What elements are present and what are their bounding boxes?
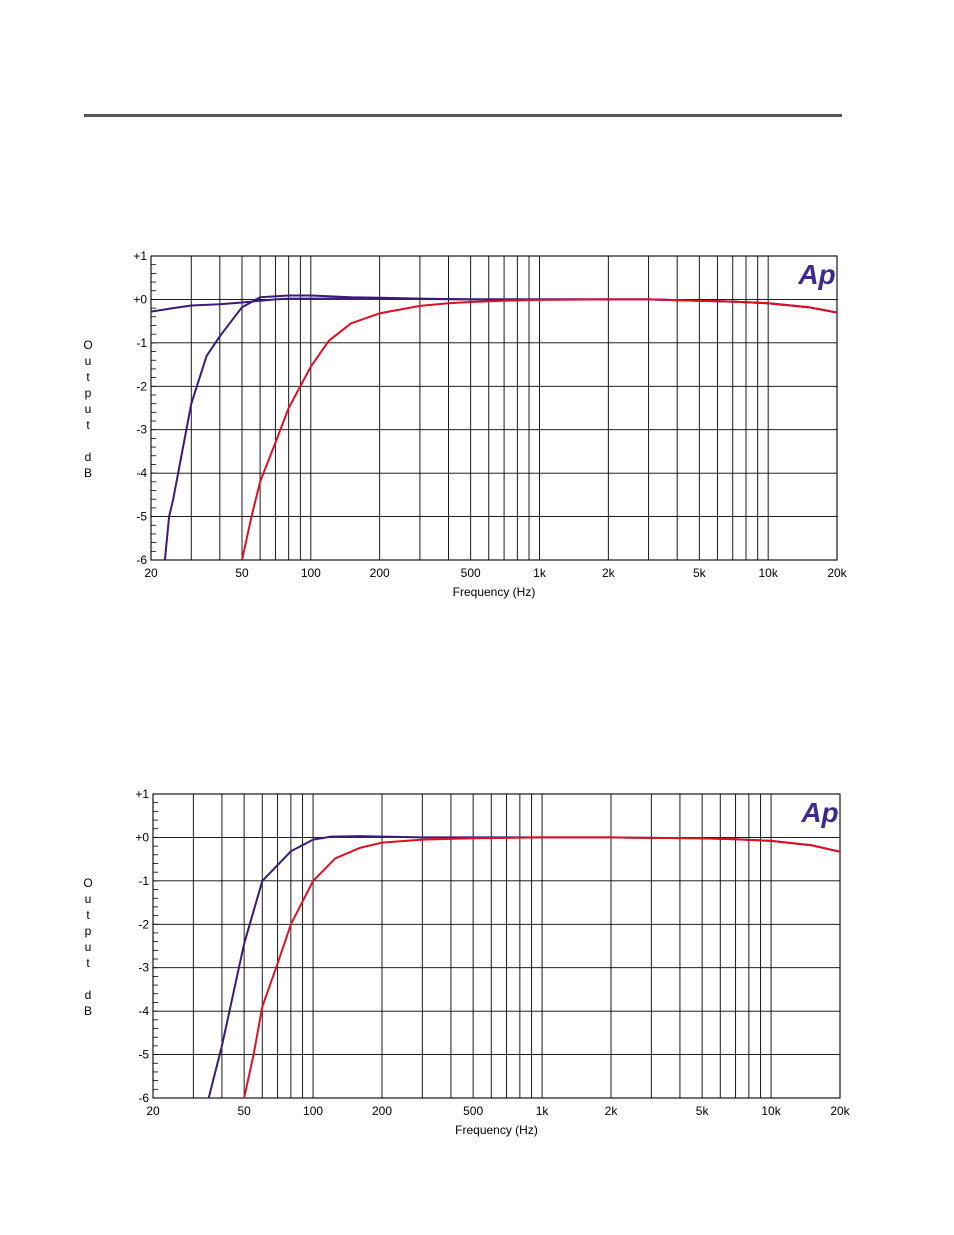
- chart1-plot-frame: [150, 255, 838, 561]
- y-axis-label-char: t: [86, 908, 90, 922]
- x-tick-label: 100: [301, 566, 321, 580]
- series-line-3: [241, 298, 837, 560]
- y-axis-label-char: B: [84, 466, 92, 480]
- y-axis-label-char: t: [86, 370, 90, 384]
- y-axis-label-char: p: [85, 924, 92, 938]
- y-tick-label: -2: [136, 379, 147, 393]
- y-tick-label: -6: [136, 553, 147, 567]
- series-line-1: [163, 294, 837, 560]
- y-axis-label-char: u: [85, 402, 92, 416]
- x-tick-label: 2k: [605, 1104, 619, 1118]
- series-line-1: [207, 835, 840, 1098]
- x-tick-label: 20: [146, 1104, 160, 1118]
- x-tick-label: 50: [237, 1104, 251, 1118]
- series-line-2: [243, 836, 840, 1098]
- y-tick-label: -5: [138, 1048, 149, 1062]
- y-tick-label: -1: [138, 874, 149, 888]
- x-tick-label: 200: [370, 566, 390, 580]
- x-axis-label: Frequency (Hz): [453, 585, 536, 599]
- x-axis-label: Frequency (Hz): [455, 1123, 538, 1137]
- x-tick-label: 500: [463, 1104, 483, 1118]
- chart1-series-group: [151, 294, 837, 560]
- y-axis-label-char: p: [85, 386, 92, 400]
- header-rule: [84, 114, 842, 117]
- y-tick-label: -4: [136, 466, 147, 480]
- x-tick-label: 10k: [761, 1104, 781, 1118]
- x-tick-label: 5k: [693, 566, 707, 580]
- y-tick-label: +1: [135, 787, 149, 801]
- y-tick-label: +0: [133, 292, 147, 306]
- x-tick-label: 10k: [758, 566, 778, 580]
- y-axis-label-char: d: [85, 450, 92, 464]
- y-tick-label: -2: [138, 917, 149, 931]
- x-tick-label: 1k: [533, 566, 547, 580]
- y-axis-label-char: B: [84, 1004, 92, 1018]
- y-axis-label-char: u: [85, 354, 92, 368]
- y-tick-label: +1: [133, 249, 147, 263]
- x-tick-label: 2k: [602, 566, 616, 580]
- y-axis-label-char: d: [85, 988, 92, 1002]
- frequency-response-chart-1: +1 +0 -1 -2 -3 -4 -5 -620 50 100 200 500 1k 2k 5k 10k 20…: [83, 249, 847, 599]
- y-axis-label-char: O: [83, 876, 92, 890]
- y-tick-label: -1: [136, 336, 147, 350]
- y-axis-label-char: u: [85, 940, 92, 954]
- y-axis-label-char: O: [83, 338, 92, 352]
- x-tick-label: 1k: [536, 1104, 550, 1118]
- y-tick-label: -4: [138, 1004, 149, 1018]
- y-tick-label: -3: [138, 961, 149, 975]
- chart1-grid: [151, 255, 837, 561]
- x-tick-label: 5k: [696, 1104, 710, 1118]
- y-tick-label: -5: [136, 510, 147, 524]
- frequency-response-chart-2: +1 +0 -1 -2 -3 -4 -5 -620 50 100 200 500 1k 2k 5k 10k 20…: [83, 787, 850, 1137]
- x-tick-label: 200: [372, 1104, 392, 1118]
- x-tick-label: 50: [235, 566, 249, 580]
- y-axis-label-char: u: [85, 892, 92, 906]
- chart2-grid: [153, 793, 840, 1099]
- y-tick-label: -3: [136, 423, 147, 437]
- x-tick-label: 20k: [827, 566, 847, 580]
- x-tick-label: 20: [144, 566, 158, 580]
- y-tick-label: -6: [138, 1091, 149, 1105]
- x-tick-label: 500: [461, 566, 481, 580]
- chart2-series-group: [207, 835, 840, 1098]
- ap-logo: Ap: [797, 259, 835, 290]
- x-tick-label: 100: [303, 1104, 323, 1118]
- y-tick-label: +0: [135, 830, 149, 844]
- y-axis-label-char: t: [86, 418, 90, 432]
- ap-logo: Ap: [800, 797, 838, 828]
- x-tick-label: 20k: [830, 1104, 850, 1118]
- chart2-plot-frame: [152, 793, 841, 1099]
- y-axis-label-char: t: [86, 956, 90, 970]
